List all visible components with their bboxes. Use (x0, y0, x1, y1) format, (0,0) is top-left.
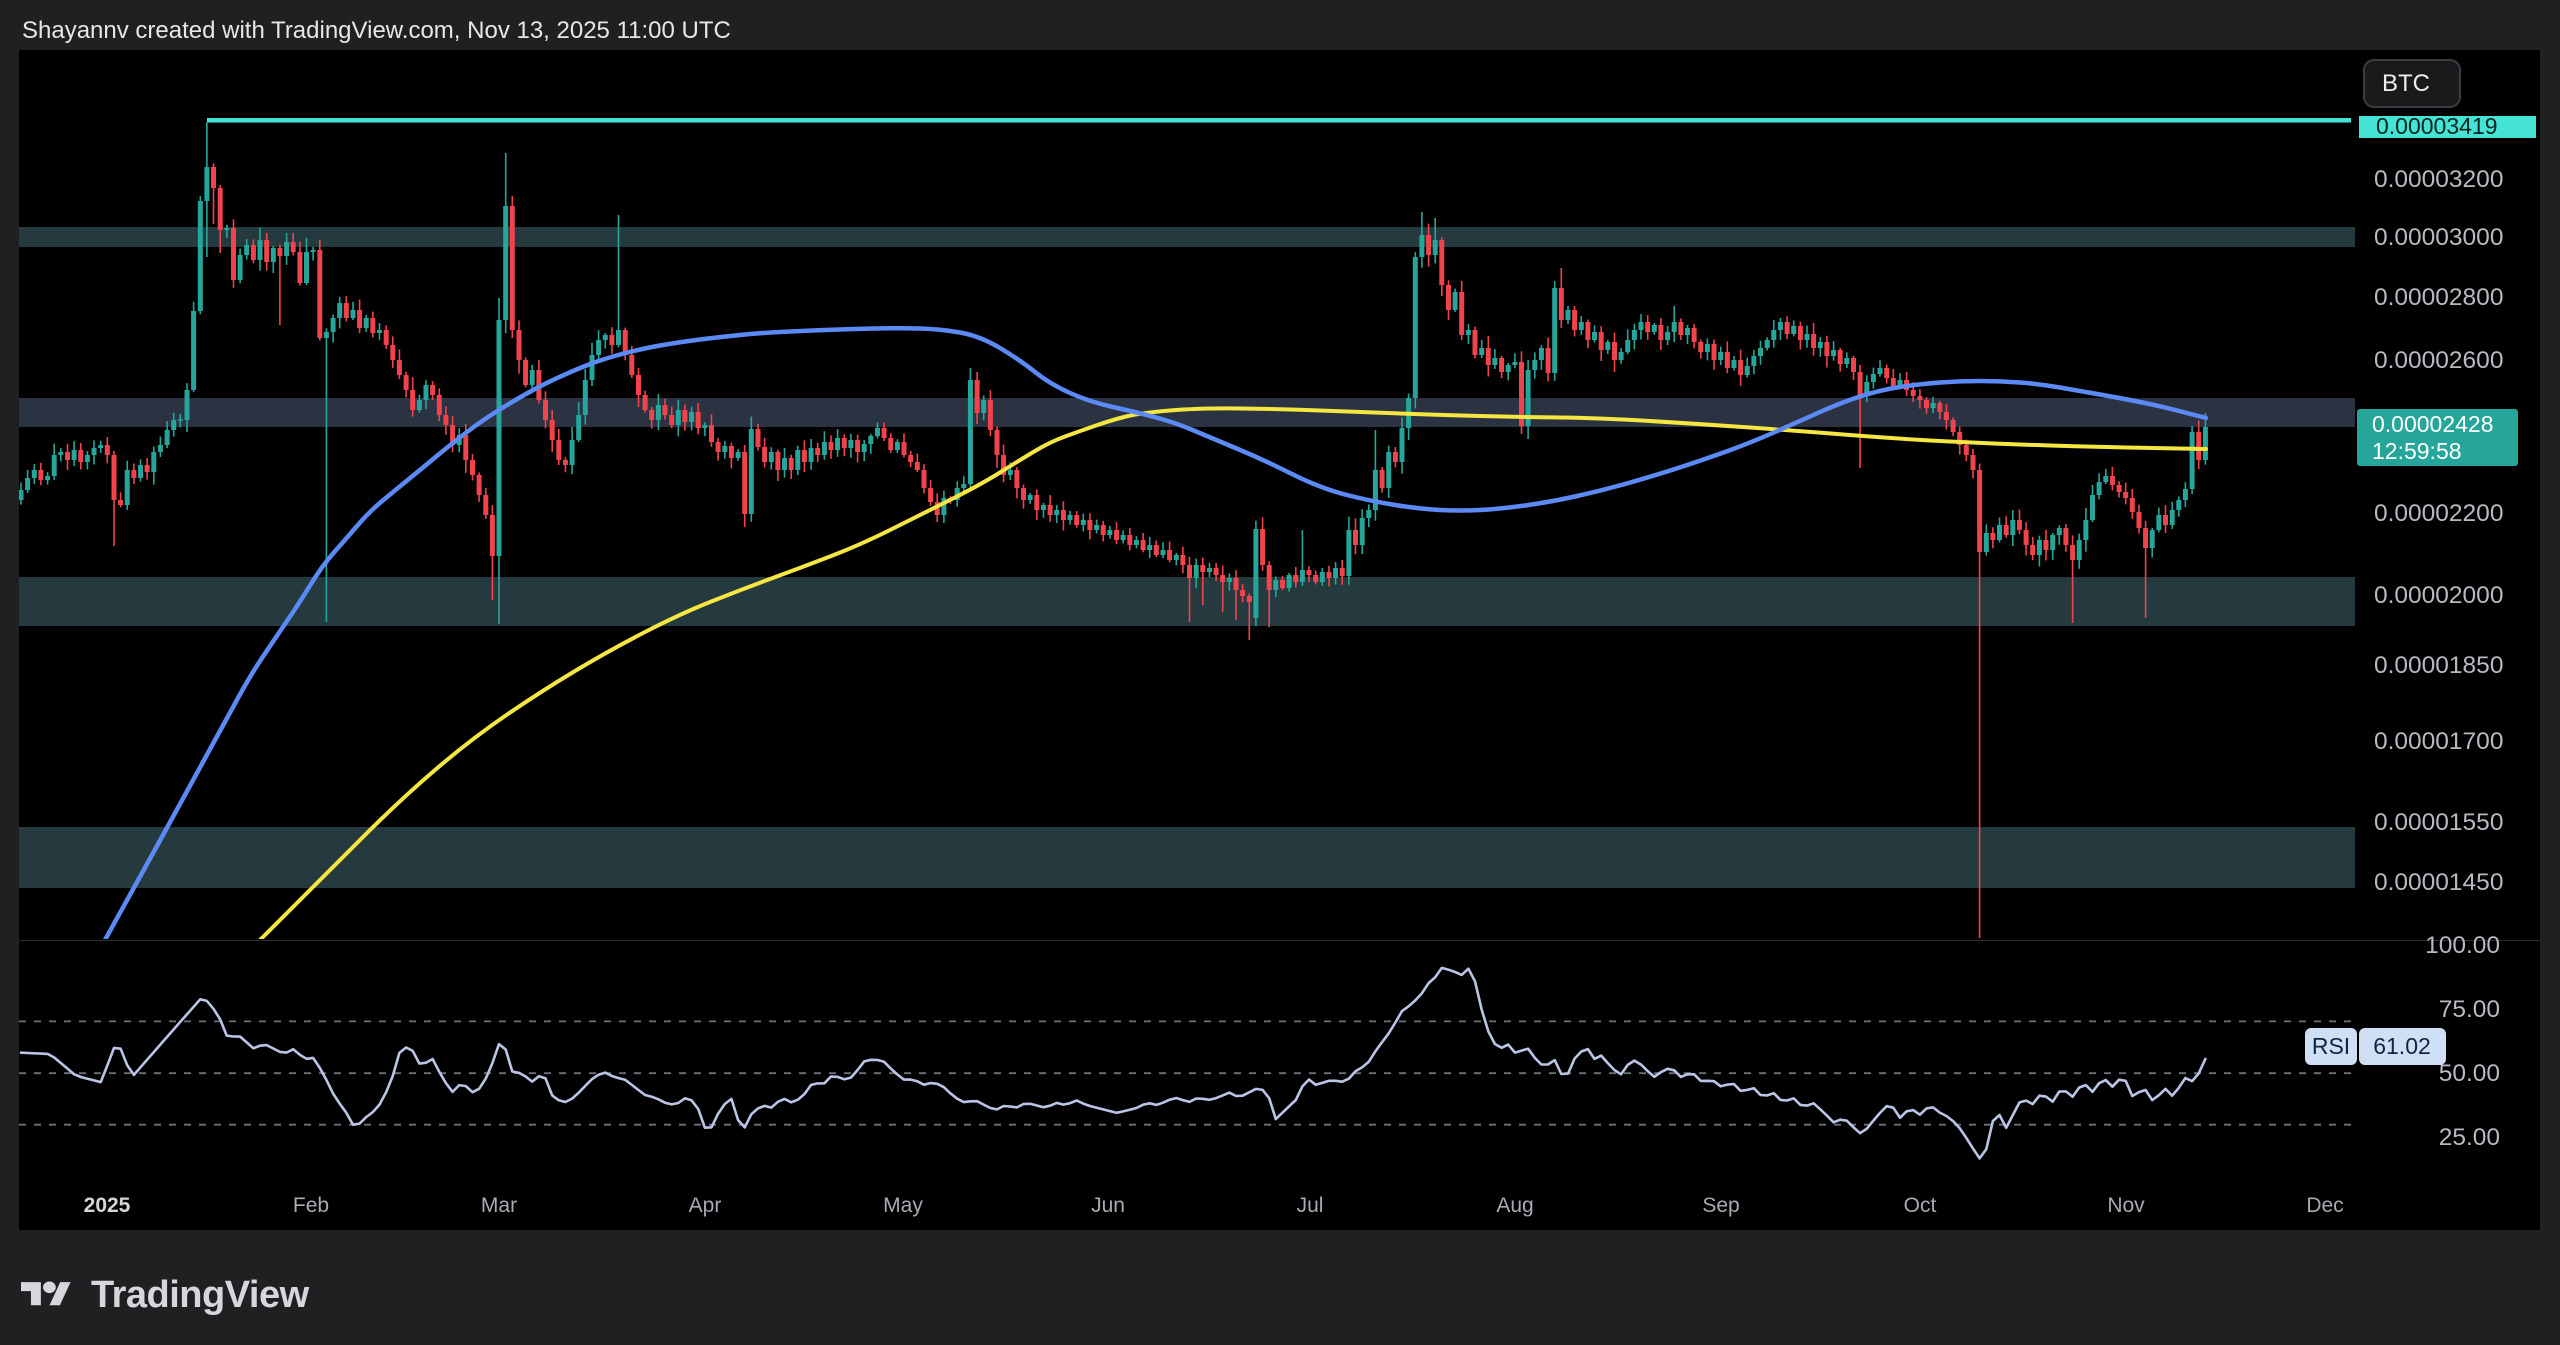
svg-text:0.00002800: 0.00002800 (2374, 284, 2503, 311)
svg-text:100.00: 100.00 (2425, 932, 2500, 959)
svg-text:BTC: BTC (2382, 70, 2430, 97)
svg-text:0.00001550: 0.00001550 (2374, 809, 2503, 836)
svg-text:0.00001700: 0.00001700 (2374, 728, 2503, 755)
svg-text:Sep: Sep (1702, 1194, 1739, 1217)
svg-text:Jul: Jul (1297, 1194, 1324, 1217)
svg-text:0.00003419: 0.00003419 (2376, 113, 2498, 139)
svg-text:Shayannv created with TradingV: Shayannv created with TradingView.com, N… (22, 17, 731, 44)
svg-text:Aug: Aug (1496, 1194, 1533, 1217)
svg-text:75.00: 75.00 (2439, 996, 2500, 1023)
svg-text:0.00002200: 0.00002200 (2374, 500, 2503, 527)
svg-text:61.02: 61.02 (2373, 1033, 2431, 1059)
svg-text:Jun: Jun (1091, 1194, 1125, 1217)
svg-text:Nov: Nov (2107, 1194, 2145, 1217)
svg-text:0.00002428: 0.00002428 (2372, 411, 2494, 437)
svg-text:2025: 2025 (84, 1194, 131, 1217)
svg-text:0.00002000: 0.00002000 (2374, 582, 2503, 609)
svg-text:0.00002600: 0.00002600 (2374, 347, 2503, 374)
svg-text:Mar: Mar (481, 1194, 517, 1217)
svg-text:0.00003000: 0.00003000 (2374, 224, 2503, 251)
svg-text:0.00001850: 0.00001850 (2374, 652, 2503, 679)
svg-text:0.00001450: 0.00001450 (2374, 869, 2503, 896)
svg-text:25.00: 25.00 (2439, 1124, 2500, 1151)
svg-text:Apr: Apr (689, 1194, 722, 1217)
svg-text:50.00: 50.00 (2439, 1060, 2500, 1087)
svg-text:May: May (883, 1194, 923, 1217)
svg-text:Oct: Oct (1904, 1194, 1937, 1217)
svg-text:RSI: RSI (2312, 1033, 2350, 1059)
svg-text:12:59:58: 12:59:58 (2372, 438, 2462, 464)
svg-text:0.00003200: 0.00003200 (2374, 166, 2503, 193)
svg-text:TradingView: TradingView (91, 1274, 310, 1316)
svg-text:Dec: Dec (2306, 1194, 2343, 1217)
svg-text:Feb: Feb (293, 1194, 329, 1217)
